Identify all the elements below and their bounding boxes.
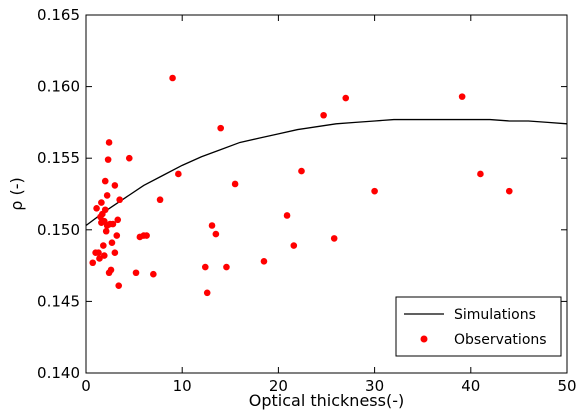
y-tick-label: 0.165 (37, 6, 80, 24)
observation-point (96, 255, 103, 262)
observation-point (231, 180, 239, 188)
observation-point (89, 259, 97, 267)
observation-point (505, 187, 513, 195)
observation-point (330, 235, 338, 242)
observation-point (101, 177, 109, 185)
observation-point (217, 124, 224, 132)
y-tick-label: 0.140 (37, 364, 80, 382)
observation-point (108, 239, 116, 246)
observation-point (477, 170, 484, 178)
simulations-line (85, 118, 568, 227)
x-tick-label: 50 (557, 377, 576, 395)
observation-point (156, 196, 164, 204)
observation-point (150, 270, 157, 278)
observation-point (458, 93, 466, 100)
observation-point (208, 222, 216, 229)
x-tick-label: 20 (269, 377, 288, 395)
observation-point (101, 206, 109, 214)
observation-point (102, 227, 110, 235)
observation-point (342, 94, 350, 102)
legend-label-simulations: Simulations (454, 307, 536, 323)
observation-point (98, 199, 105, 206)
x-tick-label: 10 (173, 377, 192, 395)
observation-point (116, 196, 123, 204)
observation-point (104, 156, 112, 163)
observation-point (223, 263, 230, 271)
observation-point (93, 205, 100, 212)
observation-point (100, 252, 108, 259)
observation-point (283, 212, 291, 219)
axis-ticks: 0 10 20 30 40 50 0.140 0.145 0.150 0.155 0.160 0.16… (37, 6, 577, 395)
observation-point (107, 266, 115, 274)
x-tick-label: 30 (365, 377, 384, 395)
observation-point (100, 242, 107, 249)
observation-point (109, 220, 117, 228)
observation-point (115, 282, 123, 289)
y-tick-label: 0.145 (37, 292, 80, 310)
legend-label-observations: Observations (454, 332, 547, 348)
observation-point (298, 167, 305, 175)
observation-point (320, 111, 327, 119)
observation-point (114, 216, 122, 224)
y-tick-label: 0.155 (37, 149, 80, 167)
observation-point (113, 232, 121, 239)
observation-point (169, 74, 176, 82)
x-axis-label: Optical thickness(-) (249, 391, 404, 410)
observation-point (203, 289, 211, 297)
observation-point (143, 232, 150, 239)
observation-point (95, 249, 102, 257)
observation-point (212, 230, 220, 238)
observation-point (111, 249, 119, 257)
observation-point (260, 258, 268, 265)
y-tick-label: 0.150 (37, 221, 80, 239)
observation-point (201, 263, 209, 271)
legend-box (395, 296, 562, 357)
plot-area (85, 74, 568, 297)
observation-point (290, 242, 298, 249)
observation-point (111, 182, 119, 189)
x-tick-label: 0 (81, 377, 91, 395)
observation-point (103, 192, 111, 199)
observation-point (132, 269, 140, 277)
legend: Simulations Observations (395, 296, 562, 357)
legend-observations-marker-icon (420, 335, 428, 343)
x-tick-label: 40 (461, 377, 480, 395)
observation-point (105, 139, 113, 146)
y-tick-label: 0.160 (37, 78, 80, 96)
plot-frame (85, 14, 568, 374)
observation-point (371, 187, 378, 195)
observation-point (175, 170, 182, 178)
observation-point (125, 154, 133, 162)
y-axis-label: ρ (-) (7, 177, 26, 211)
